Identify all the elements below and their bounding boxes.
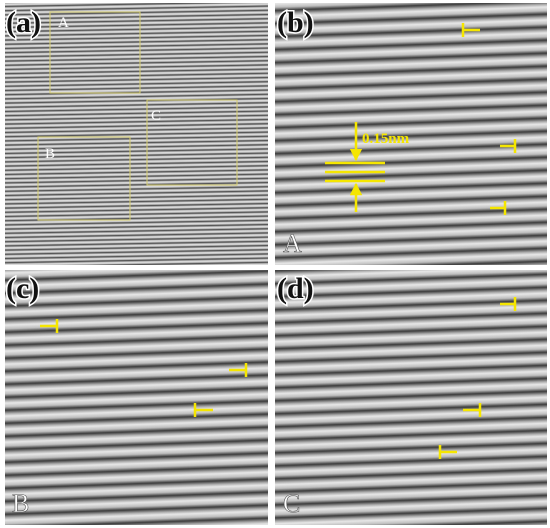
box-label: A bbox=[58, 15, 69, 31]
fringe-image bbox=[275, 270, 547, 525]
panel-a: A B C (a) bbox=[5, 3, 268, 265]
panel-d: C (d) bbox=[275, 270, 547, 525]
box-label: B bbox=[45, 146, 55, 162]
panel-label: (a) bbox=[6, 6, 41, 39]
panel-b: 0.15nm A (b) bbox=[275, 3, 547, 265]
fringe-image bbox=[5, 270, 268, 525]
region-label: B bbox=[12, 489, 29, 518]
region-box bbox=[146, 99, 238, 186]
region-box bbox=[49, 11, 141, 94]
dislocation-symbol bbox=[438, 297, 517, 459]
panel-label: (d) bbox=[277, 272, 314, 305]
dislocation-symbol bbox=[40, 319, 248, 417]
fringe-image bbox=[275, 3, 547, 265]
fringe-image bbox=[5, 3, 268, 265]
scale-lines bbox=[325, 161, 385, 183]
region-label: A bbox=[283, 229, 302, 258]
box-label: C bbox=[151, 108, 161, 124]
panel-label: (b) bbox=[277, 6, 314, 39]
panel-label: (c) bbox=[6, 272, 39, 305]
panel-c: B (c) bbox=[5, 270, 268, 525]
dislocation-symbol bbox=[461, 23, 517, 215]
region-box bbox=[37, 136, 131, 221]
scale-label: 0.15nm bbox=[362, 131, 410, 147]
region-label: C bbox=[283, 489, 300, 518]
